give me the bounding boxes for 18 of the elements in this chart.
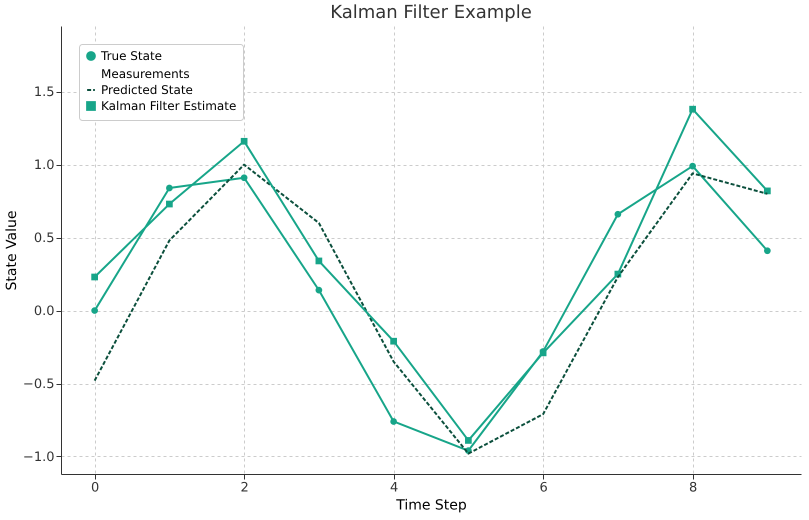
x-tick-label: 4 bbox=[390, 480, 398, 496]
y-tick-label: −0.5 bbox=[22, 377, 54, 392]
x-axis-title: Time Step bbox=[395, 498, 467, 514]
y-axis-title: State Value bbox=[4, 210, 20, 290]
y-tick-label: 0.5 bbox=[34, 231, 54, 246]
text: Measurements bbox=[101, 67, 190, 81]
y-tick-label: 1.5 bbox=[34, 85, 54, 100]
x-tick-label: 8 bbox=[688, 480, 698, 496]
legend-label: True State bbox=[100, 49, 162, 63]
legend-label: Kalman Filter Estimate bbox=[101, 99, 236, 113]
y-tick-label: −1.0 bbox=[22, 450, 54, 465]
y-tick-label: 0.0 bbox=[34, 304, 54, 320]
x-tick-label: 6 bbox=[539, 480, 548, 496]
y-tick-label: 1.0 bbox=[34, 158, 54, 174]
x-tick-label: 0 bbox=[90, 480, 100, 496]
chart-title: Kalman Filter Example bbox=[330, 2, 532, 23]
x-tick-label: 2 bbox=[240, 480, 249, 496]
legend-label: Predicted State bbox=[101, 83, 193, 97]
